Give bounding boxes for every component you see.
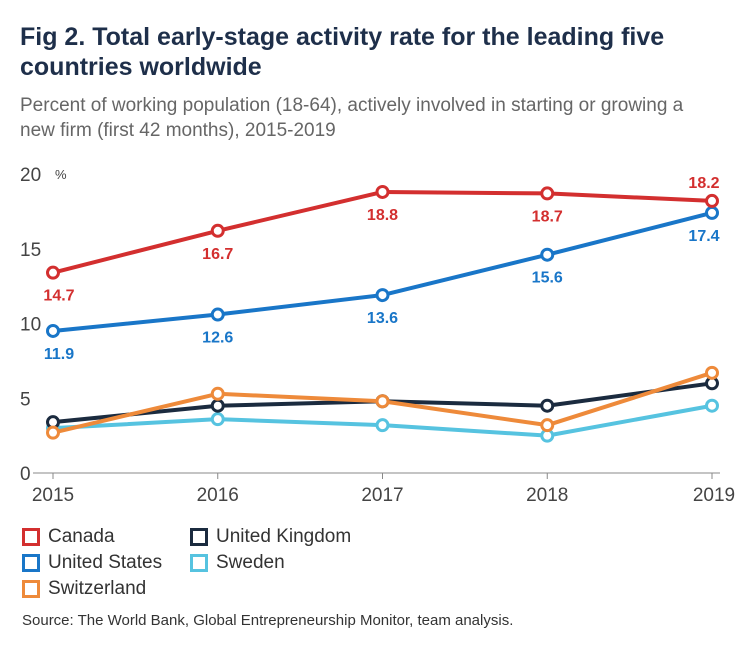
data-point <box>705 193 719 208</box>
legend-swatch <box>22 528 40 546</box>
data-point <box>540 186 555 201</box>
legend-item-united-states: United States <box>22 550 162 576</box>
y-tick-label: 10 <box>20 315 41 336</box>
data-point <box>210 412 225 427</box>
x-tick-label: 2016 <box>197 485 239 506</box>
legend-item-canada: Canada <box>22 524 115 550</box>
data-label: 17.4 <box>688 228 719 245</box>
y-tick-label: 15 <box>20 240 41 261</box>
data-point <box>46 265 60 280</box>
data-point <box>705 398 719 413</box>
x-tick-label: 2015 <box>32 485 74 506</box>
legend-swatch <box>22 554 40 572</box>
data-label: 16.7 <box>202 246 233 263</box>
data-label: 11.9 <box>44 346 74 363</box>
data-point <box>540 418 555 433</box>
legend-label: United Kingdom <box>216 526 352 547</box>
y-tick-label: 5 <box>20 389 31 410</box>
data-point <box>210 223 225 238</box>
data-point <box>210 398 225 413</box>
chart-subtitle: Percent of working population (18-64), a… <box>20 95 684 141</box>
x-tick-label: 2018 <box>526 485 568 506</box>
legend-label: Canada <box>48 526 115 547</box>
series-line-canada <box>52 189 713 275</box>
line-chart: 0 5 10 15 20 % 2015 2016 2017 2018 2019 14.7 16.7 18.… <box>20 165 735 506</box>
data-point <box>540 247 555 262</box>
x-tick-label: 2019 <box>693 485 735 506</box>
data-point <box>375 394 390 409</box>
legend-label: Sweden <box>216 552 285 573</box>
y-tick-label: 20 <box>20 165 41 186</box>
data-point <box>210 386 225 401</box>
data-point <box>375 418 390 433</box>
data-point <box>210 307 225 322</box>
legend-swatch <box>190 554 208 572</box>
legend-item-united-kingdom: United Kingdom <box>190 524 351 550</box>
legend-label: Switzerland <box>48 578 147 599</box>
legend-item-sweden: Sweden <box>190 550 285 576</box>
chart-source: Source: The World Bank, Global Entrepren… <box>22 612 514 629</box>
y-unit-label: % <box>55 167 67 182</box>
data-label: 18.8 <box>367 207 398 224</box>
legend-label: United States <box>48 552 163 573</box>
data-point <box>46 425 60 440</box>
data-point <box>375 288 390 303</box>
data-point <box>540 398 555 413</box>
data-point <box>375 184 390 199</box>
data-label: 15.6 <box>532 270 563 287</box>
data-label: 18.7 <box>532 208 563 225</box>
y-tick-label: 0 <box>20 464 31 485</box>
data-label: 18.2 <box>688 175 719 192</box>
legend-swatch <box>190 528 208 546</box>
legend-item-switzerland: Switzerland <box>22 576 146 602</box>
data-point <box>705 365 719 380</box>
legend-swatch <box>22 580 40 598</box>
x-tick-label: 2017 <box>361 485 403 506</box>
data-label: 14.7 <box>43 288 74 305</box>
data-label: 12.6 <box>202 330 233 347</box>
data-point <box>46 323 60 338</box>
data-point <box>705 205 719 220</box>
data-label: 13.6 <box>367 310 398 327</box>
chart-legend: Canada United Kingdom United States Swed… <box>22 524 422 604</box>
chart-title: Fig 2. Total early-stage activity rate f… <box>20 23 665 81</box>
